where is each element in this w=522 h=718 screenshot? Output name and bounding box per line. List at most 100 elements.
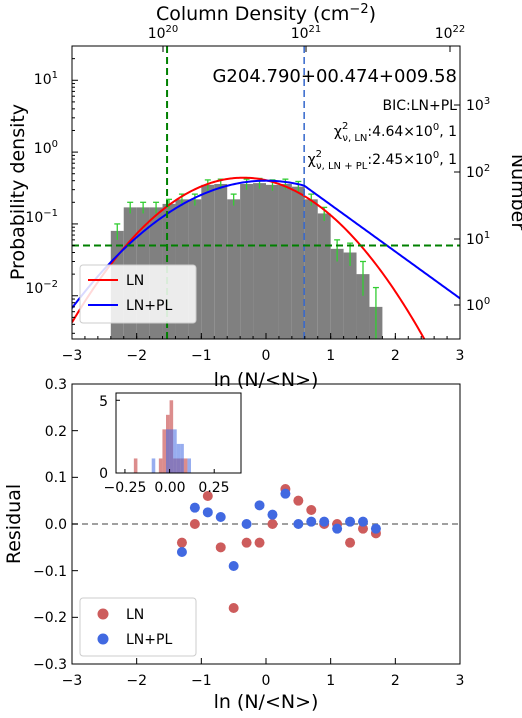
x-tick-label: −3 — [62, 673, 83, 689]
lnpl-residual-point — [241, 519, 252, 529]
lnpl-residual-point — [176, 547, 187, 557]
ln-residual-point — [202, 491, 213, 501]
inset-ln-bar — [162, 429, 166, 473]
legend-ln-marker — [97, 608, 109, 620]
y-tick-label: −0.2 — [33, 610, 67, 626]
lnpl-fit-curve — [72, 179, 460, 309]
x-tick-label: 2 — [391, 348, 400, 364]
lnpl-residual-point — [345, 516, 356, 527]
legend-lnpl-label: LN+PL — [126, 632, 172, 648]
y-tick-label: 0.1 — [45, 470, 67, 486]
inset-x-tick-label: −0.25 — [104, 480, 147, 496]
y-tick-label: 10−2 — [25, 279, 58, 297]
y-tick-label: 100 — [34, 139, 58, 157]
lnpl-residual-point — [215, 512, 226, 522]
inset-histogram: 0 5 −0.25 0.00 0.25 — [99, 392, 242, 496]
right-axis-label: Number — [507, 154, 522, 231]
top-chart: −3 −2 −1 0 1 2 3 10−2 10−1 100 101 100 1… — [7, 2, 522, 391]
inset-ln-bar — [158, 458, 163, 473]
x-tick-label: 3 — [456, 348, 465, 364]
y-tick-label: −0.3 — [33, 657, 67, 673]
ln-residual-point — [293, 495, 304, 506]
fit-curves — [72, 176, 460, 339]
ln-residual-point — [176, 537, 187, 548]
histogram-bar — [330, 248, 344, 339]
legend-ln-label: LN — [126, 607, 144, 623]
right-tick-label: 101 — [466, 230, 490, 248]
right-tick-label: 103 — [466, 96, 490, 114]
histogram-bar — [240, 183, 254, 339]
x-tick-label: −3 — [62, 348, 83, 364]
y-tick-label: 0.2 — [45, 424, 67, 440]
histogram-bar — [201, 184, 215, 339]
lnpl-residual-point — [306, 516, 317, 527]
lnpl-residual-point — [267, 509, 278, 520]
lnpl-residual-point — [358, 516, 368, 527]
lnpl-residual-point — [370, 523, 381, 534]
x-tick-label: −1 — [191, 673, 212, 689]
inset-bars — [133, 400, 191, 473]
legend-box — [79, 597, 197, 657]
lnpl-residual-point — [202, 507, 213, 518]
x-tick-label: −2 — [126, 348, 147, 364]
x-tick-label: 0 — [262, 673, 271, 689]
histogram-bar — [253, 183, 266, 339]
histogram-bar — [304, 199, 318, 339]
right-tick-label: 100 — [466, 296, 490, 314]
top-tick-label: 1022 — [435, 24, 466, 42]
histogram-bar — [291, 186, 305, 339]
ln-residual-point — [215, 542, 226, 553]
lnpl-residual-point — [228, 561, 239, 571]
top-tick-label: 1020 — [148, 24, 179, 42]
lnpl-residual-point — [319, 516, 330, 527]
y-tick-label: 0.0 — [45, 517, 67, 533]
x-tick-label: 2 — [391, 673, 400, 689]
x-tick-label: 1 — [326, 348, 335, 364]
top-tick-label: 1021 — [291, 24, 322, 42]
histogram-bar — [266, 184, 279, 339]
bottom-chart: −3 −2 −1 0 1 2 3 −0.3 −0.2 −0.1 0.0 0.1 … — [3, 377, 464, 713]
inset-lnpl-bar — [173, 429, 177, 473]
y-axis-label: Probability density — [7, 104, 29, 280]
x-tick-label: 1 — [326, 673, 335, 689]
ln-residual-point — [254, 537, 265, 548]
lnpl-residual-point — [254, 500, 265, 511]
lnpl-residual-point — [293, 519, 304, 529]
inset-ln-bar — [133, 458, 138, 473]
x-tick-label: 0 — [262, 348, 271, 364]
y-axis-label: Residual — [3, 484, 25, 564]
y-tick-label: 10−1 — [25, 208, 58, 226]
top-axis-label: Column Density (cm−2) — [156, 2, 376, 25]
legend-lnpl-label: LN+PL — [126, 298, 172, 314]
y-tick-label: 0.3 — [45, 377, 67, 393]
histogram-bar — [356, 274, 370, 339]
inset-y-tick-label: 5 — [99, 394, 108, 410]
ln-residual-point — [228, 603, 239, 613]
inset-lnpl-bar — [169, 429, 174, 473]
chi-ln-annotation: χ2 ν, LN:4.64×100, 1 — [334, 121, 457, 144]
inset-lnpl-bar — [176, 443, 181, 473]
inset-ticks — [116, 399, 215, 474]
inset-y-tick-label: 0 — [99, 466, 108, 482]
histogram-bar — [227, 199, 241, 339]
legend-ln-label: LN — [126, 273, 144, 289]
ln-residual-point — [267, 519, 278, 529]
ln-residual-point — [345, 537, 356, 548]
ln-residual-point — [189, 519, 200, 529]
inset-ln-bar — [183, 458, 188, 473]
legend-lnpl-marker — [97, 633, 109, 645]
residual-points — [176, 484, 381, 613]
bottom-axis-ticks — [71, 383, 461, 665]
x-axis-label: ln (N/<N>) — [214, 691, 319, 713]
ln-residual-point — [241, 537, 252, 548]
chart-title: G204.790+00.474+009.58 — [212, 66, 457, 87]
x-tick-label: −2 — [126, 673, 147, 689]
x-tick-label: 3 — [456, 673, 465, 689]
inset-x-tick-label: 0.00 — [154, 480, 185, 496]
inset-lnpl-bar — [187, 458, 191, 473]
histogram-bar — [317, 213, 331, 339]
histogram-bar — [214, 183, 228, 339]
y-tick-label: 101 — [34, 70, 58, 88]
ln-residual-point — [306, 505, 317, 515]
inset-lnpl-bar — [180, 443, 184, 473]
